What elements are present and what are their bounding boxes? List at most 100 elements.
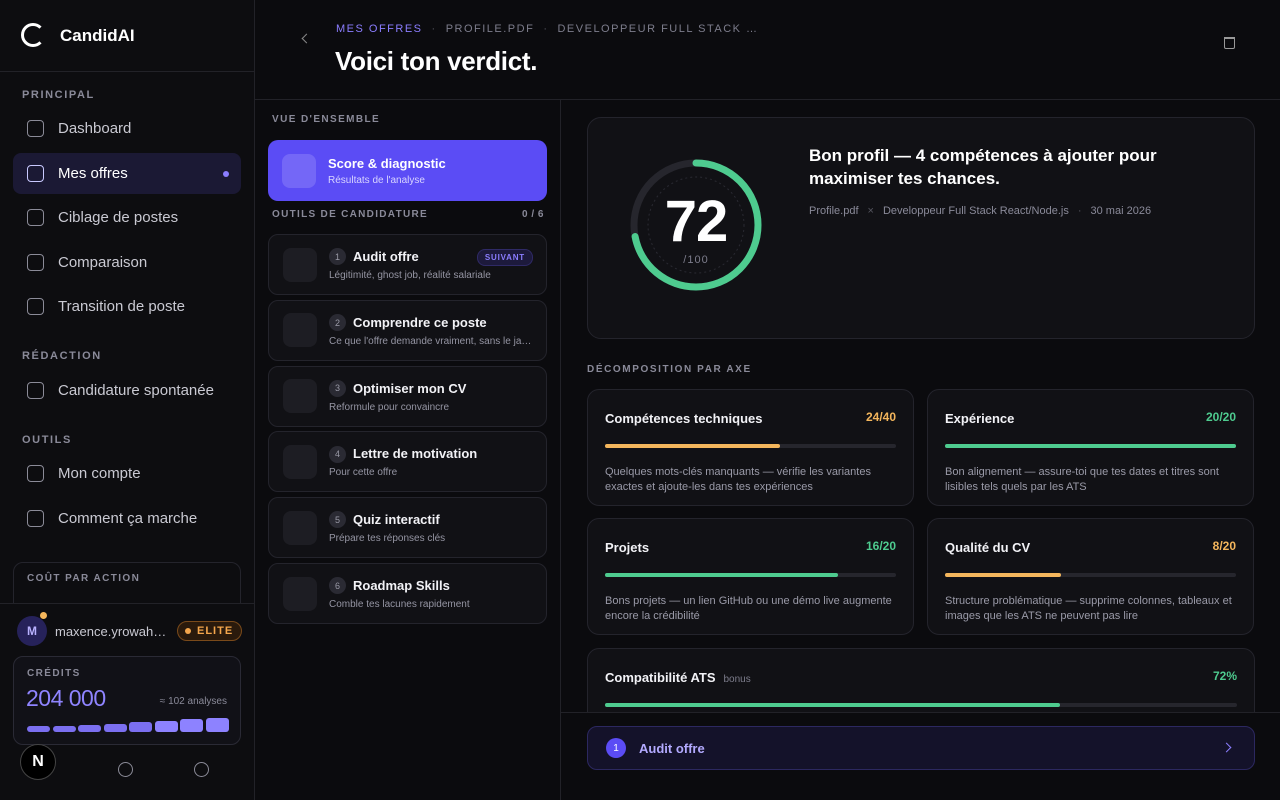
tools-count: 0 / 6 (522, 209, 544, 220)
nav-item[interactable]: Comment ça marche (13, 498, 241, 539)
tool-title-row: 4 Lettre de motivation (329, 445, 477, 463)
cost-title: COÛT PAR ACTION (27, 573, 141, 584)
axis-bar (605, 573, 838, 577)
nav-item[interactable]: Comparaison (13, 242, 241, 283)
tool-icon (283, 379, 317, 414)
divider (0, 71, 254, 72)
delete-button[interactable] (1224, 37, 1235, 49)
section-title: OUTILS (22, 434, 72, 446)
tool-title: Quiz interactif (353, 512, 440, 528)
verdict-meta: Profile.pdfDeveloppeur Full Stack React/… (809, 205, 1151, 217)
axes-title: DÉCOMPOSITION PAR AXE (587, 364, 752, 375)
next-button[interactable]: 1 Audit offre (587, 726, 1255, 770)
meta-item: 30 mai 2026 (1069, 205, 1151, 217)
footer-circle[interactable]: N (20, 744, 56, 780)
section-title: RÉDACTION (22, 350, 102, 362)
nav-item[interactable]: Dashboard (13, 108, 241, 149)
credit-bar (180, 719, 203, 732)
tool-title: Comprendre ce poste (353, 314, 487, 330)
credits-label: CRÉDITS (27, 668, 81, 679)
nav-icon (27, 510, 44, 527)
axis-track (605, 573, 896, 577)
tool-number: 1 (329, 248, 346, 266)
tool-number: 5 (329, 511, 346, 529)
section-title: PRINCIPAL (22, 89, 95, 101)
axis-title: Qualité du CV (945, 540, 1031, 555)
tool-card[interactable]: 6 Roadmap Skills Comble tes lacunes rapide… (268, 563, 547, 624)
nav-label: Mon compte (58, 465, 141, 482)
axis-track (605, 703, 1237, 707)
next-arrow (1221, 742, 1232, 753)
axis-text: Quelques mots-clés manquants — vérifie l… (605, 466, 871, 493)
nav-icon (27, 120, 44, 137)
credit-bar (154, 721, 178, 732)
tool-icon (283, 576, 317, 611)
user-name: maxence.yrowah… (55, 624, 167, 639)
tool-title: Audit offre (353, 249, 419, 264)
nav-item[interactable]: Ciblage de postes (13, 197, 241, 238)
tool-tag: SUIVANT (476, 249, 533, 266)
footer-icon[interactable] (118, 762, 133, 777)
tool-text: 6 Roadmap Skills Comble tes lacunes rapide… (329, 577, 470, 610)
tool-number: 6 (329, 577, 346, 595)
logo (21, 23, 45, 47)
active-card[interactable]: Score & diagnostic Résultats de l'analyse (268, 140, 547, 201)
tool-text: 5 Quiz interactif Prépare tes réponses clé… (329, 511, 445, 544)
tool-number: 2 (329, 314, 346, 332)
axis-head: Qualité du CV 8/20 (945, 539, 1236, 557)
axis-text: Bon alignement — assure-toi que tes date… (945, 466, 1219, 493)
tool-card[interactable]: 3 Optimiser mon CV Reformule pour convainc… (268, 365, 547, 427)
axis-card: Projets 16/20 Bons projets — un lien GitHu… (587, 518, 914, 635)
sidebar: CandidAI PRINCIPAL Dashboard Mes offres Cibl… (0, 0, 255, 800)
tool-text: 2 Comprendre ce poste Ce que l'offre deman… (329, 314, 531, 347)
nav-label: Ciblage de postes (58, 209, 179, 226)
elite-badge: ELITE (177, 621, 243, 641)
axis-track (605, 444, 896, 448)
tool-card[interactable]: 4 Lettre de motivation Pour cette offre (268, 431, 547, 493)
tool-icon (283, 510, 317, 545)
back-button[interactable] (301, 33, 312, 44)
ring-fill (630, 159, 762, 291)
brand: CandidAI (60, 26, 135, 45)
tool-text: 1 Audit offre Légitimité, ghost job, réali… (329, 248, 491, 281)
nav-item[interactable]: Mon compte (13, 453, 241, 494)
axis-score: 24/40 (865, 410, 896, 424)
axis-card: Compétences techniques 24/40 Quelques mots… (587, 389, 914, 506)
axis-bar (945, 444, 1236, 448)
axis-score: 72% (1212, 669, 1237, 683)
axis-card: Qualité du CV 8/20 Structure problématique… (927, 518, 1254, 635)
axis-title: Expérience (945, 411, 1015, 426)
axis-bar (605, 703, 1061, 707)
axis-text: Structure problématique — supprime colon… (945, 595, 1232, 622)
footer-icon[interactable] (194, 762, 209, 777)
nav-label: Candidature spontanée (58, 382, 214, 399)
tool-number: 3 (329, 379, 346, 397)
tool-title-row: 5 Quiz interactif (329, 511, 445, 529)
credit-bar (103, 724, 127, 732)
nav-item[interactable]: Mes offres (13, 153, 241, 194)
nav-item[interactable]: Transition de poste (13, 286, 241, 327)
active-subtitle: Résultats de l'analyse (328, 174, 425, 186)
axis-tag: bonus (723, 674, 751, 685)
tools-title: OUTILS DE CANDIDATURE (272, 209, 429, 220)
nav-label: Mes offres (58, 165, 128, 182)
tool-card[interactable]: 1 Audit offre Légitimité, ghost job, réali… (268, 234, 547, 295)
axis-score: 8/20 (1212, 539, 1236, 553)
axis-score: 20/20 (1205, 410, 1236, 424)
breadcrumb-item[interactable]: PROFILE.PDF (423, 23, 535, 35)
breadcrumb: MES OFFRESPROFILE.PDFDEVELOPPEUR FULL ST… (336, 23, 759, 35)
nav-item[interactable]: Candidature spontanée (13, 370, 241, 411)
tool-icon (283, 313, 317, 348)
axis-card: Expérience 20/20 Bon alignement — assure-t… (927, 389, 1254, 506)
verdict-card: 72/100 Bon profil — 4 compétences à ajout… (587, 117, 1255, 339)
axis-title: Compatibilité ATS (605, 670, 716, 685)
axis-head: Compatibilité ATS bonus 72% (605, 669, 1237, 687)
tool-card[interactable]: 2 Comprendre ce poste Ce que l'offre deman… (268, 299, 547, 361)
axis-text: Bons projets — un lien GitHub ou une dém… (605, 595, 892, 622)
tool-title-row: 3 Optimiser mon CV (329, 379, 466, 398)
tool-title-row: 6 Roadmap Skills (329, 577, 470, 595)
nav-icon (27, 254, 44, 271)
breadcrumb-item[interactable]: MES OFFRES (336, 23, 423, 35)
tool-card[interactable]: 5 Quiz interactif Prépare tes réponses clé… (268, 497, 547, 559)
